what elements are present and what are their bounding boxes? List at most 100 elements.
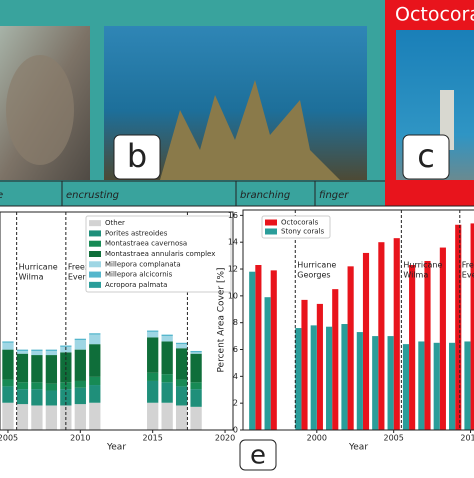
morphology-label: finger [319,190,349,201]
bar [418,341,425,430]
x-axis-label: Year [106,443,126,453]
bar [301,299,308,430]
bar-segment [74,340,86,350]
bar-segment [190,353,202,383]
legend-swatch [89,281,101,288]
bar [295,328,302,430]
bar [372,336,379,430]
y-tick-label: 14 [228,238,238,247]
y-axis-label: Percent Area Cover [%] [217,267,227,372]
bar-segment [74,380,86,388]
bar-segment [60,382,72,390]
bar [449,342,456,430]
bar-segment [89,376,101,386]
bar-segment [74,338,86,341]
bar-segment [2,402,14,430]
bar-segment [147,331,159,338]
bar-segment [45,405,58,430]
x-tick-label: 2005 [0,434,18,443]
bar-segment [16,350,29,354]
bar [347,266,354,430]
bar-segment [2,379,14,387]
bar [470,223,474,430]
bar-segment [45,355,58,384]
x-tick-label: 2000 [307,434,327,443]
panel-label: c [417,137,435,175]
bar [378,242,385,430]
photo-coral [6,55,74,165]
bar-segment [161,374,173,383]
legend-swatch [265,228,277,235]
bar-segment [45,349,58,351]
panel-title: Octocorals [395,4,474,26]
legend-swatch [89,251,101,257]
bar-segment [161,335,173,342]
bar-segment [89,333,101,335]
morphology-label: encrusting [66,190,119,201]
bar [310,325,317,430]
bar-segment [89,334,101,345]
y-tick-label: 0 [233,426,238,435]
x-tick-label: 2010 [460,434,474,443]
bar-segment [175,344,188,349]
bar [332,289,339,430]
legend-label: Acropora palmata [105,281,167,289]
bar [393,238,400,430]
axes-frame [0,211,234,431]
legend-label: Montastraea annularis complex [105,250,215,258]
bar [433,342,440,430]
bar-segment [31,382,43,390]
bar-segment [190,352,202,354]
bar-segment [175,379,188,387]
bar-segment [190,350,202,353]
bar-segment [161,382,173,403]
bar-segment [45,383,58,391]
bar [270,270,277,430]
x-tick-label: 2010 [70,434,90,443]
bar-segment [74,404,86,430]
legend-swatch [265,219,277,226]
bar-segment [175,405,188,430]
bar-segment [16,382,29,390]
bar-segment [161,334,173,336]
bar-segment [161,402,173,430]
legend-label: Other [105,219,125,227]
panel-label: e [250,441,266,471]
bar-segment [175,386,188,406]
bar-segment [45,390,58,406]
annotation: Wilma [403,271,428,280]
legend-label: Montastraea cavernosa [105,240,187,248]
bar-segment [16,349,29,351]
morphology-label: branching [240,190,290,201]
bar-segment [31,349,43,351]
bar-segment [45,350,58,356]
bar-segment [16,389,29,405]
legend-swatch [89,271,101,278]
bar-segment [161,341,173,375]
bar-segment [89,402,101,430]
y-tick-label: 12 [228,265,238,274]
bar-segment [74,387,86,405]
bar [439,247,446,430]
legend-box [85,215,232,293]
bar [362,252,370,430]
bar-segment [2,349,14,380]
plot-area [2,212,202,430]
legend-swatch [89,220,101,227]
plot-area [249,210,474,430]
annotation: Event [462,271,474,280]
panel-label-box [402,134,450,180]
bar [455,224,462,430]
bar-segment [175,342,188,345]
bar-segment [190,406,202,430]
bar-segment [147,330,159,332]
legend-label: Millepora alcicornis [105,271,173,279]
bar-segment [31,355,43,383]
x-axis-label: Year [348,443,368,453]
bar-segment [31,389,43,406]
bar-segment [2,342,14,350]
bar-segment [175,348,188,380]
bar-segment [31,350,43,356]
